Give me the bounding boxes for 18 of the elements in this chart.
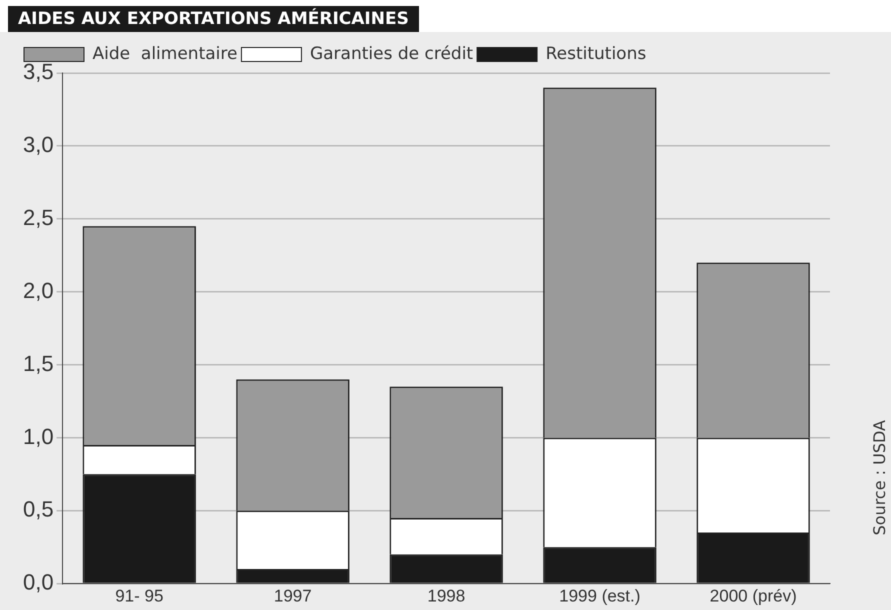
- y-tick-label: 0,0: [22, 570, 54, 595]
- chart-title: AIDES AUX EXPORTATIONS AMÉRICAINES: [8, 6, 419, 32]
- source-note: Source : USDA: [870, 420, 889, 536]
- legend-label: Aide alimentaire: [92, 44, 238, 64]
- x-tick-label: 2000 (prév): [710, 586, 797, 606]
- legend-label: Garanties de crédit: [310, 44, 474, 64]
- y-tick-label: 3,0: [22, 132, 54, 158]
- x-tick-label: 1997: [274, 586, 312, 606]
- x-tick-label: 1999 (est.): [559, 586, 640, 606]
- y-tick-label: 0,5: [22, 496, 54, 522]
- y-tick-label: 1,5: [22, 350, 54, 376]
- y-tick-label: 2,0: [22, 278, 54, 303]
- y-tick-label: 1,0: [22, 424, 54, 449]
- x-tick-label: 91- 95: [115, 586, 164, 606]
- legend-label: Restitutions: [546, 44, 646, 64]
- y-tick-label: 2,5: [22, 204, 54, 230]
- y-tick-label: 3,5: [22, 59, 54, 84]
- x-tick-label: 1998: [427, 586, 466, 606]
